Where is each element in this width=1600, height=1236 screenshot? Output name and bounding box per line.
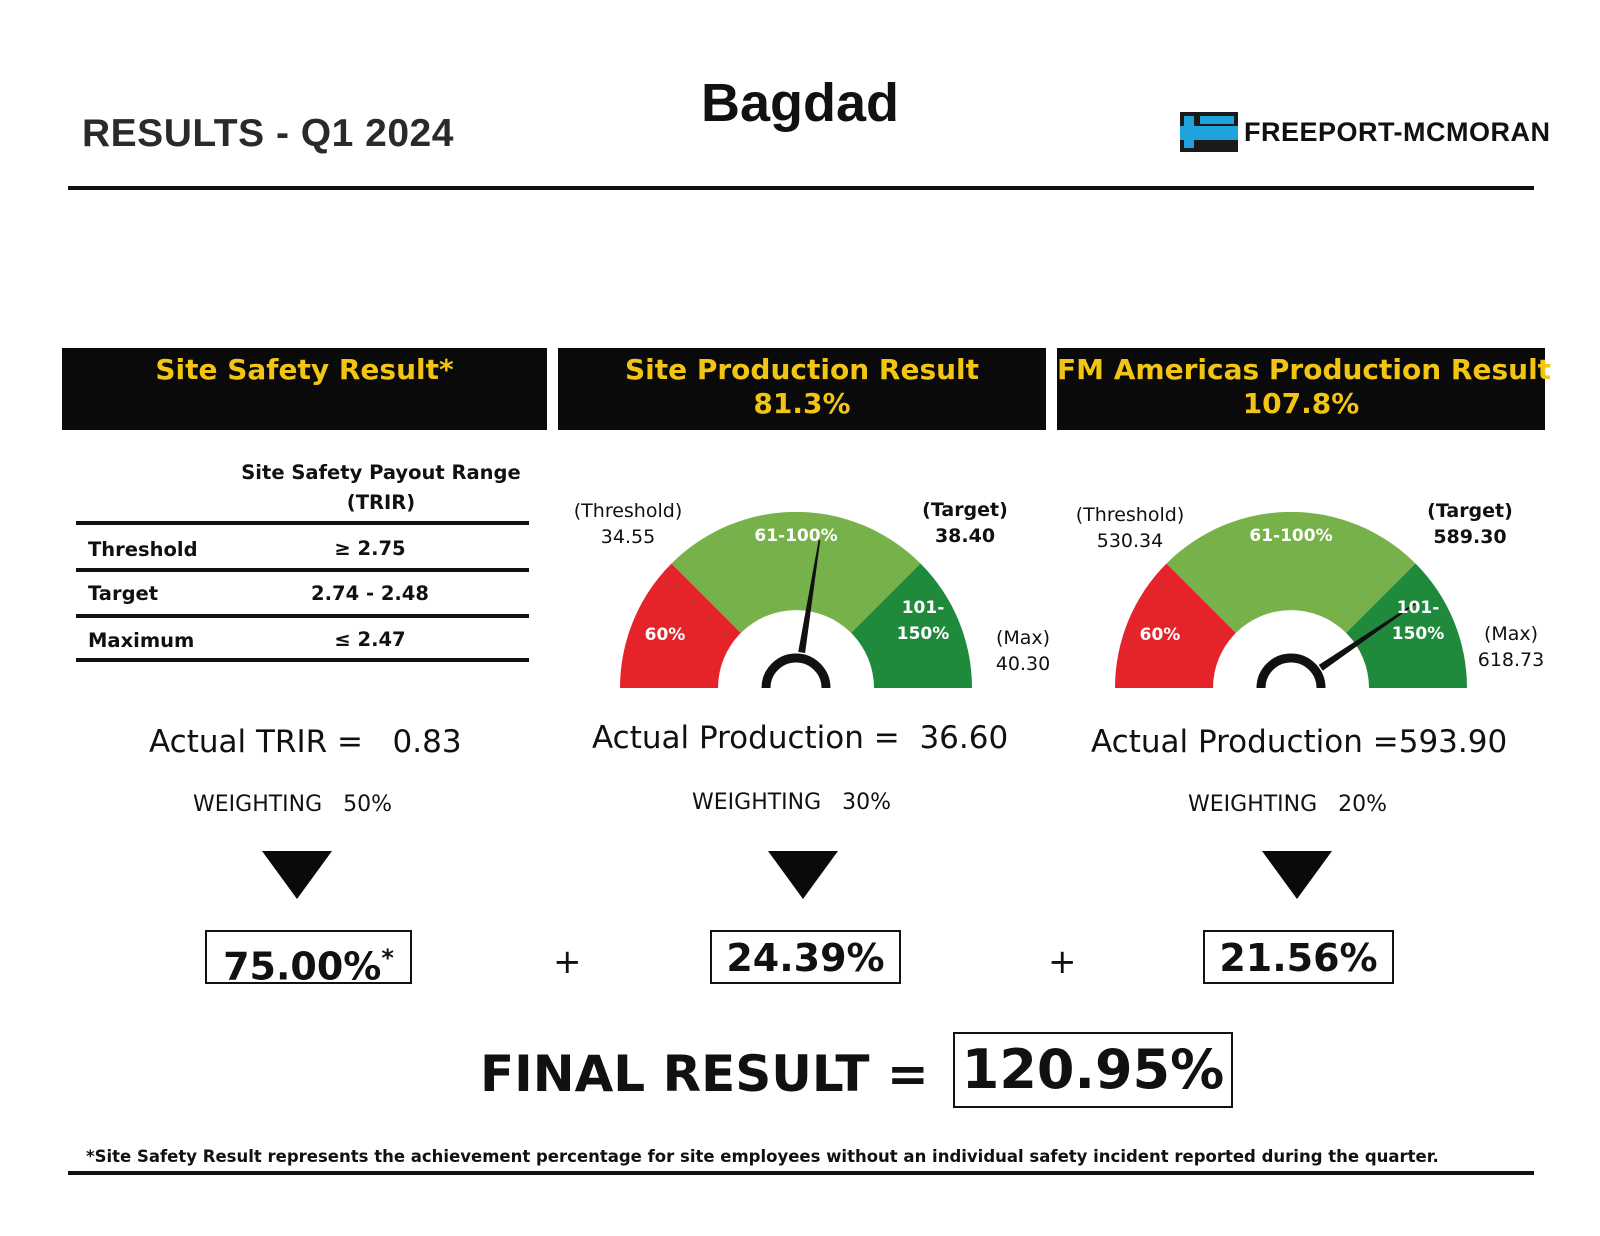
logo-text: FREEPORT-MCMORAN bbox=[1244, 116, 1551, 147]
max-caption: (Max) bbox=[995, 627, 1051, 649]
gauge-zone-mid bbox=[671, 512, 921, 633]
safety-result-box: 75.00%* bbox=[205, 930, 412, 989]
range-title-line2: (TRIR) bbox=[346, 491, 416, 514]
table-rule bbox=[76, 658, 529, 662]
final-result-label: FINAL RESULT = bbox=[480, 1045, 929, 1103]
site-production-result-box: 24.39% bbox=[710, 930, 901, 984]
gauge-zone-mid-label: 61-100% bbox=[1249, 526, 1332, 546]
gauge-zone-mid bbox=[1166, 512, 1416, 633]
safety-banner-title: Site Safety Result* bbox=[155, 353, 454, 386]
safety-banner: Site Safety Result* bbox=[62, 348, 547, 430]
threshold-label: (Threshold) 34.55 bbox=[568, 500, 688, 548]
target-value: 38.40 bbox=[934, 525, 996, 547]
plus-sign: + bbox=[553, 942, 582, 982]
max-label: (Max) 618.73 bbox=[1474, 623, 1548, 671]
table-row-value: ≥ 2.75 bbox=[334, 537, 406, 560]
down-arrow-icon bbox=[768, 851, 838, 899]
weighting-label: WEIGHTING bbox=[193, 792, 323, 817]
gauge-zone-red bbox=[620, 563, 741, 688]
down-arrow-icon bbox=[1262, 851, 1332, 899]
safety-result-value: 75.00% bbox=[223, 944, 382, 989]
site-title: Bagdad bbox=[700, 73, 900, 133]
americas-production-banner: FM Americas Production Result 107.8% bbox=[1057, 348, 1552, 430]
gauge-hub bbox=[1256, 653, 1326, 689]
threshold-caption: (Threshold) bbox=[573, 500, 683, 522]
weighting-value: 20% bbox=[1338, 792, 1388, 817]
table-rule bbox=[76, 521, 529, 525]
target-label: (Target) 38.40 bbox=[910, 499, 1020, 547]
gauge-needle bbox=[1318, 603, 1416, 671]
safety-range-header: Site Safety Payout Range (TRIR) bbox=[236, 458, 526, 518]
weighting-value: 50% bbox=[343, 792, 393, 817]
americas-production-weighting: WEIGHTING 20% bbox=[1188, 792, 1387, 817]
asterisk-marker: * bbox=[381, 944, 394, 972]
table-row-value: ≤ 2.47 bbox=[334, 628, 406, 651]
americas-production-banner-value: 107.8% bbox=[1242, 387, 1360, 420]
header-divider bbox=[68, 186, 1534, 190]
target-label: (Target) 589.30 bbox=[1415, 500, 1525, 548]
americas-production-result-box: 21.56% bbox=[1203, 930, 1394, 984]
table-row-value: 2.74 - 2.48 bbox=[311, 582, 429, 605]
gauge-zone-red bbox=[1115, 563, 1236, 688]
actual-trir-value: 0.83 bbox=[392, 724, 462, 760]
gauge-zone-high-label: 150% bbox=[897, 624, 950, 644]
americas-production-gauge: 60% 61-100% 101- 150% bbox=[1115, 512, 1467, 689]
site-production-weighting: WEIGHTING 30% bbox=[692, 790, 891, 815]
actual-site-production: Actual Production = 36.60 bbox=[592, 720, 1008, 756]
weighting-label: WEIGHTING bbox=[1188, 792, 1318, 817]
gauge-zone-high-label: 101- bbox=[1397, 598, 1440, 618]
gauge-needle bbox=[798, 539, 821, 653]
range-title-line1: Site Safety Payout Range bbox=[241, 461, 521, 484]
footer-divider bbox=[68, 1171, 1534, 1175]
max-caption: (Max) bbox=[1483, 623, 1539, 645]
gauge-zone-high-label: 101- bbox=[902, 598, 945, 618]
table-row-label: Threshold bbox=[88, 538, 198, 561]
gauge-zone-high bbox=[851, 563, 972, 688]
site-production-banner-value: 81.3% bbox=[753, 387, 851, 420]
site-production-banner: Site Production Result 81.3% bbox=[558, 348, 1046, 430]
fm-logo-icon bbox=[1180, 112, 1238, 152]
max-value: 40.30 bbox=[995, 653, 1051, 675]
actual-production-value: 593.90 bbox=[1398, 724, 1508, 760]
gauge-zone-red-label: 60% bbox=[645, 625, 686, 645]
gauge-zone-high bbox=[1346, 563, 1467, 688]
gauge-zone-high-label: 150% bbox=[1392, 624, 1445, 644]
americas-production-banner-title: FM Americas Production Result bbox=[1057, 353, 1552, 386]
footnote: *Site Safety Result represents the achie… bbox=[86, 1147, 1439, 1166]
site-production-gauge: 60% 61-100% 101- 150% bbox=[620, 512, 972, 689]
safety-weighting: WEIGHTING 50% bbox=[193, 792, 392, 817]
max-value: 618.73 bbox=[1477, 649, 1545, 671]
site-production-banner-title: Site Production Result bbox=[624, 353, 980, 386]
actual-production-value: 36.60 bbox=[919, 720, 1009, 756]
threshold-caption: (Threshold) bbox=[1075, 504, 1185, 526]
weighting-value: 30% bbox=[842, 790, 892, 815]
plus-sign: + bbox=[1048, 942, 1077, 982]
table-row-label: Maximum bbox=[88, 629, 195, 652]
gauge-zone-mid-label: 61-100% bbox=[754, 526, 837, 546]
weighting-label: WEIGHTING bbox=[692, 790, 822, 815]
actual-production-label: Actual Production = bbox=[1091, 724, 1399, 760]
final-result-value: 120.95% bbox=[953, 1032, 1233, 1108]
actual-americas-production: Actual Production =593.90 bbox=[1091, 724, 1507, 760]
threshold-label: (Threshold) 530.34 bbox=[1070, 504, 1190, 552]
table-row-label: Target bbox=[88, 582, 159, 605]
gauge-hub bbox=[761, 653, 831, 689]
threshold-value: 34.55 bbox=[600, 526, 656, 548]
table-rule bbox=[76, 614, 529, 618]
target-caption: (Target) bbox=[1427, 500, 1513, 522]
target-caption: (Target) bbox=[922, 499, 1008, 521]
results-title: RESULTS - Q1 2024 bbox=[82, 112, 454, 155]
freeport-mcmoran-logo: FREEPORT-MCMORAN bbox=[1180, 112, 1551, 152]
target-value: 589.30 bbox=[1433, 526, 1507, 548]
gauge-zone-red-label: 60% bbox=[1140, 625, 1181, 645]
threshold-value: 530.34 bbox=[1096, 530, 1164, 552]
actual-production-label: Actual Production = bbox=[592, 720, 900, 756]
down-arrow-icon bbox=[262, 851, 332, 899]
max-label: (Max) 40.30 bbox=[988, 627, 1058, 675]
actual-trir: Actual TRIR = 0.83 bbox=[149, 724, 462, 760]
actual-trir-label: Actual TRIR = bbox=[149, 724, 363, 760]
table-rule bbox=[76, 568, 529, 572]
